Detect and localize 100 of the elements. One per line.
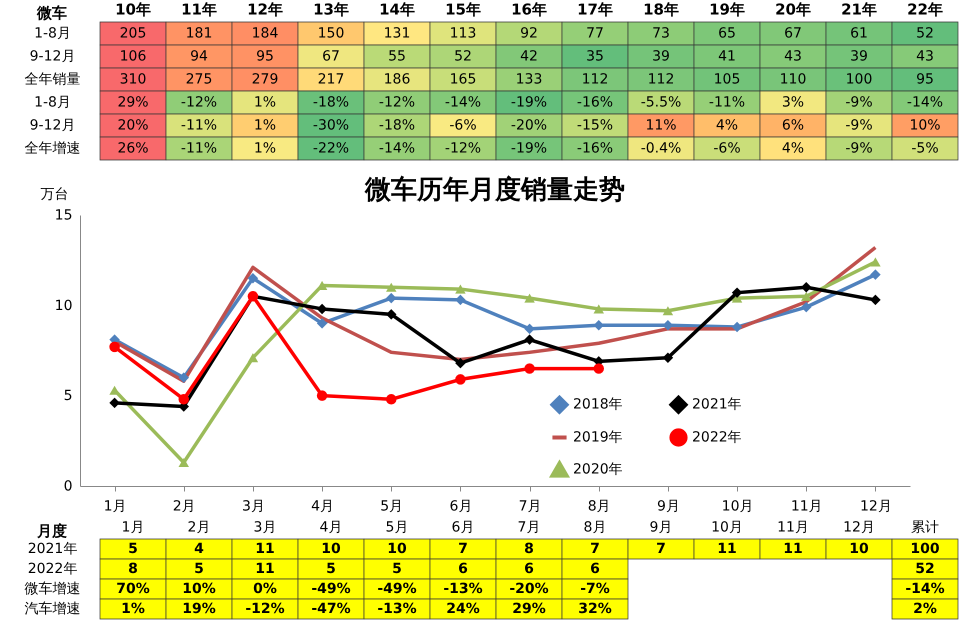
point (316, 390, 328, 401)
x-tick-label: 13年 (313, 0, 349, 18)
point (732, 322, 742, 332)
x-tick-label: 4月 (311, 498, 334, 514)
data-label: 65 (718, 26, 736, 42)
data-label: 6 (458, 561, 468, 577)
x-tick-label: 18年 (643, 0, 679, 18)
data-label: 165 (450, 72, 476, 88)
point (178, 372, 189, 383)
y-tick-label: 1-8月 (34, 94, 71, 110)
x-tick-label: 6月 (452, 520, 474, 536)
point (870, 269, 881, 280)
data-label: 39 (652, 48, 670, 64)
x-tick-label: 21年 (841, 0, 877, 18)
data-label: 100 (910, 541, 940, 557)
y-axis-title: 万台 (40, 186, 68, 202)
data-label: 112 (582, 72, 608, 88)
y-tick-label: 5 (64, 388, 72, 404)
data-label: 8 (128, 561, 138, 577)
data-label: -13% (377, 601, 417, 617)
point (386, 282, 396, 292)
data-label: 95 (916, 72, 934, 88)
data-label: 184 (252, 26, 278, 42)
data-label: 5 (392, 561, 402, 577)
legend-label: 2019年 (573, 430, 623, 446)
data-label: -30% (312, 118, 350, 134)
x-tick-label: 10月 (711, 520, 743, 536)
data-label: 2% (913, 601, 937, 617)
data-label: 10 (849, 541, 869, 557)
x-tick-label: 8月 (584, 520, 606, 536)
data-label: -11% (708, 94, 746, 110)
x-tick-label: 2月 (172, 498, 196, 514)
data-label: -12% (378, 94, 416, 110)
data-label: 10% (909, 118, 941, 134)
data-label: -13% (443, 581, 483, 597)
point (870, 257, 881, 267)
point (248, 353, 258, 362)
x-tick-label: 22年 (907, 0, 943, 18)
data-label: 6% (782, 118, 804, 134)
data-label: 3% (782, 94, 804, 110)
data-label: 11 (717, 541, 737, 557)
data-label: -7% (580, 581, 610, 597)
x-tick-label: 9月 (656, 498, 680, 514)
y-tick-label: 15 (54, 208, 72, 224)
data-label: 77 (586, 26, 604, 42)
x-tick-label: 11年 (181, 0, 217, 18)
data-label: -19% (510, 140, 548, 156)
data-label: 11 (255, 541, 275, 557)
data-label: 11 (255, 561, 275, 577)
x-tick-label: 7月 (518, 520, 540, 536)
data-label: 1% (254, 94, 276, 110)
point (316, 318, 328, 329)
data-label: 95 (256, 48, 274, 64)
point (732, 287, 742, 298)
y-tick-label: 汽车增速 (24, 601, 80, 617)
point (386, 394, 396, 405)
data-label: -6% (449, 118, 477, 134)
point (178, 458, 189, 468)
data-label: 73 (652, 26, 670, 42)
legend-label: 2018年 (573, 396, 623, 413)
data-label: 70% (116, 581, 150, 597)
data-label: -49% (311, 581, 351, 597)
point (870, 294, 881, 306)
data-label: 113 (450, 26, 476, 42)
data-label: 112 (648, 72, 674, 88)
point (801, 282, 812, 293)
data-label: 52 (915, 561, 935, 577)
data-label: -14% (444, 94, 482, 110)
data-label: 310 (120, 72, 146, 88)
data-label: 39 (850, 48, 868, 64)
point (594, 304, 604, 314)
data-label: 1% (254, 118, 276, 134)
data-label: -18% (312, 94, 350, 110)
data-label: 105 (714, 72, 740, 88)
x-tick-label: 4月 (320, 520, 342, 536)
x-tick-label: 5月 (380, 498, 404, 514)
point (662, 352, 674, 363)
point (455, 374, 466, 385)
x-tick-label: 15年 (445, 0, 481, 18)
data-label: -5.5% (640, 94, 682, 110)
data-label: -0.4% (640, 140, 682, 156)
data-label: -14% (906, 94, 944, 110)
x-tick-label: 3月 (242, 498, 265, 514)
y-tick-label: 微车增速 (24, 581, 80, 597)
point (455, 294, 466, 306)
data-label: 279 (252, 72, 278, 88)
x-tick-label: 8月 (588, 498, 611, 514)
chart-title: 微车历年月度销量走势 (364, 175, 625, 205)
data-label: -6% (713, 140, 741, 156)
data-label: -47% (311, 601, 351, 617)
x-tick-label: 1月 (122, 520, 144, 536)
x-tick-label: 11月 (790, 498, 823, 514)
data-label: -9% (845, 94, 873, 110)
x-tick-label: 12月 (860, 498, 892, 514)
data-label: 52 (454, 48, 472, 64)
point (524, 363, 535, 374)
data-label: 181 (186, 26, 212, 42)
data-label: 42 (520, 48, 538, 64)
x-tick-label: 12月 (843, 520, 875, 536)
data-label: -16% (576, 140, 614, 156)
